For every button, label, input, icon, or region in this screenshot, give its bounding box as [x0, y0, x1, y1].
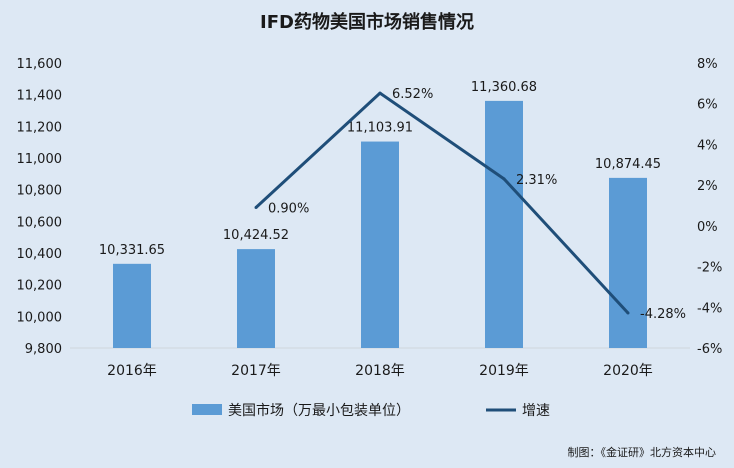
source-note: 制图：《金证研》北方资本中心: [568, 445, 717, 459]
bar-value-label: 10,331.65: [99, 243, 165, 258]
growth-value-label: -4.28%: [640, 307, 686, 322]
left-tick-label: 10,200: [17, 279, 63, 294]
right-tick-label: 0%: [697, 220, 718, 235]
left-tick-label: 11,600: [17, 57, 63, 72]
right-tick-label: -2%: [697, 261, 722, 276]
growth-value-label: 6.52%: [392, 87, 433, 102]
legend-bar-label: 美国市场（万最小包装单位）: [228, 402, 410, 419]
left-axis: 9,800 10,000 10,200 10,400 10,600 10,800 11,00…: [17, 57, 63, 357]
category-label: 2018年: [355, 363, 405, 379]
right-tick-label: 8%: [697, 57, 718, 72]
left-tick-label: 11,400: [17, 89, 63, 104]
right-tick-label: 4%: [697, 138, 718, 153]
category-label: 2020年: [603, 363, 653, 379]
legend-bar-swatch: [192, 404, 222, 415]
bar-value-label: 10,874.45: [595, 157, 661, 172]
bar: [609, 177, 647, 348]
growth-point: [626, 311, 630, 315]
category-label: 2017年: [231, 363, 281, 379]
category-label: 2019年: [479, 363, 529, 379]
left-tick-label: 10,000: [17, 310, 63, 325]
bar-value-label: 11,360.68: [471, 80, 537, 95]
legend-line-label: 增速: [522, 403, 550, 419]
left-tick-label: 10,400: [17, 247, 63, 262]
bar: [113, 263, 151, 348]
right-tick-label: 2%: [697, 179, 718, 194]
left-tick-label: 10,800: [17, 184, 63, 199]
growth-value-label: 0.90%: [268, 202, 309, 217]
right-axis: -6% -4% -2% 0% 2% 4% 6% 8%: [697, 57, 722, 357]
bar: [361, 141, 399, 348]
growth-point: [254, 206, 258, 210]
x-axis-labels: 2016年 2017年 2018年 2019年 2020年: [107, 363, 653, 379]
bar: [485, 100, 523, 348]
growth-value-label: 2.31%: [516, 173, 557, 188]
legend: 美国市场（万最小包装单位） 增速: [192, 402, 550, 419]
right-tick-label: -4%: [697, 301, 722, 316]
category-label: 2016年: [107, 363, 157, 379]
growth-line: [254, 91, 630, 315]
bar: [237, 249, 275, 348]
line-series: 0.90% 6.52% 2.31% -4.28%: [254, 87, 686, 322]
growth-point: [502, 177, 506, 181]
bar-value-label: 11,103.91: [347, 121, 413, 136]
growth-point: [378, 91, 382, 95]
right-tick-label: -6%: [697, 342, 722, 357]
chart-title: IFD药物美国市场销售情况: [260, 11, 474, 33]
right-tick-label: 6%: [697, 98, 718, 113]
left-tick-label: 11,200: [17, 120, 63, 135]
left-tick-label: 11,000: [17, 152, 63, 167]
bar-series: 10,331.65 10,424.52 11,103.91 11,360.68 10,8…: [99, 80, 661, 348]
bar-value-label: 10,424.52: [223, 228, 289, 243]
left-tick-label: 10,600: [17, 215, 63, 230]
left-tick-label: 9,800: [25, 342, 62, 357]
